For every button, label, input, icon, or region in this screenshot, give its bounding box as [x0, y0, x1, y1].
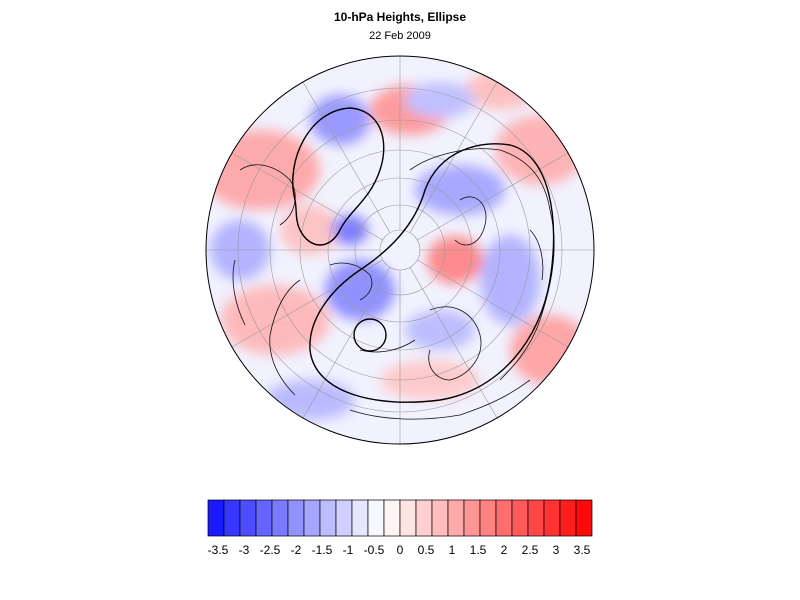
colorbar-swatch: [239, 499, 257, 537]
polar-map: [205, 55, 595, 445]
meridian-line: [417, 152, 569, 241]
colorbar-tick-label: 1.5: [470, 543, 487, 557]
colorbar-tick-label: 1: [449, 543, 456, 557]
colorbar-swatch: [271, 499, 289, 537]
coastlines: [232, 148, 555, 420]
colorbar-tick-label: -2: [291, 543, 302, 557]
meridian-line: [409, 267, 498, 419]
colorbar-swatch: [319, 499, 337, 537]
meridian-line: [231, 259, 383, 348]
colorbar-swatch: [479, 499, 497, 537]
graticule: [206, 56, 594, 444]
date-label: 22 Feb 2009: [369, 30, 431, 42]
colorbar-swatch: [527, 499, 545, 537]
colorbar-swatch: [447, 499, 465, 537]
colorbar-tick-label: 0.5: [418, 543, 435, 557]
colorbar-swatch: [415, 499, 433, 537]
colorbar-tick-label: -1: [343, 543, 354, 557]
colorbar-swatch: [463, 499, 481, 537]
page-title: 10-hPa Heights, Ellipse: [333, 10, 467, 24]
colorbar-swatch: [575, 499, 593, 537]
meridian-line: [302, 81, 391, 233]
colorbar-tick-label: -1.5: [312, 543, 333, 557]
ellipse-contour: [292, 107, 555, 403]
colorbar-swatch: [303, 499, 321, 537]
colorbar-swatch: [383, 499, 401, 537]
colorbar-swatch: [223, 499, 241, 537]
colorbar-swatch: [351, 499, 369, 537]
colorbar-tick-label: 3.5: [574, 543, 591, 557]
colorbar-swatch: [335, 499, 353, 537]
colorbar-tick-label: 0: [397, 543, 404, 557]
anomaly-field: [206, 56, 594, 444]
colorbar-tick-label: -3.5: [208, 543, 229, 557]
meridian-line: [409, 81, 498, 233]
meridian-line: [231, 152, 383, 241]
colorbar-tick-label: 2.5: [522, 543, 539, 557]
meridian-line: [302, 267, 391, 419]
colorbar-tick-label: 2: [501, 543, 508, 557]
colorbar-swatch: [543, 499, 561, 537]
colorbar-swatch: [495, 499, 513, 537]
meridian-line: [417, 259, 569, 348]
colorbar-tick-label: -2.5: [260, 543, 281, 557]
colorbar-tick-label: -0.5: [364, 543, 385, 557]
colorbar-swatch: [399, 499, 417, 537]
colorbar-swatch: [559, 499, 577, 537]
colorbar-tick-label: -3: [239, 543, 250, 557]
colorbar-swatch: [511, 499, 529, 537]
colorbar-swatch: [255, 499, 273, 537]
map-border: [205, 55, 595, 445]
colorbar-swatch: [367, 499, 385, 537]
colorbar-swatch: [287, 499, 305, 537]
colorbar-swatch: [207, 499, 225, 537]
colorbar-tick-label: 3: [553, 543, 560, 557]
colorbar-swatch: [431, 499, 449, 537]
colorbar: -3.5 -3 -2.5 -2 -1.5 -1 -0.5 0 0.5 1 1.5 2 2.5 3 3.5: [207, 499, 593, 557]
